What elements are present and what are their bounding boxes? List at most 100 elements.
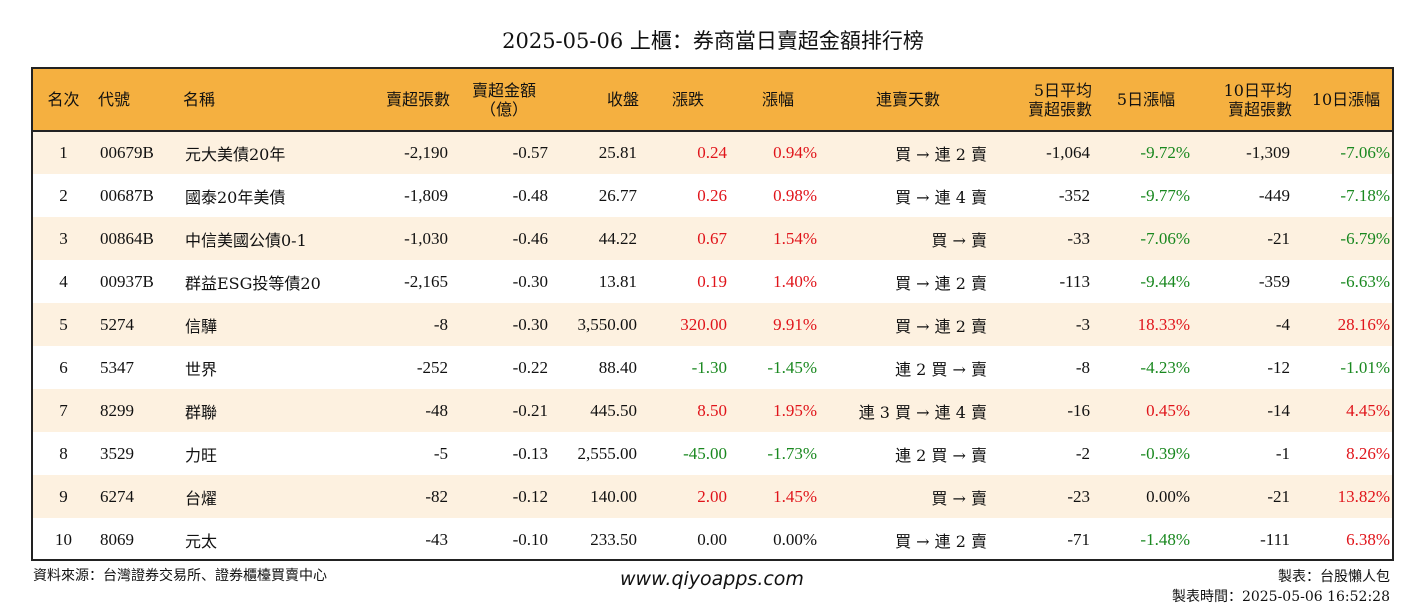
cell-close: 88.40: [554, 346, 643, 389]
cell-pct5: 0.45%: [1096, 389, 1196, 432]
cell-pct5: -9.44%: [1096, 260, 1196, 303]
table-row: 6 5347 世界 -252 -0.22 88.40 -1.30 -1.45% 連 2 買 → …: [33, 346, 1392, 389]
cell-sell-amount: -0.30: [454, 303, 554, 346]
cell-code: 00864B: [94, 217, 179, 260]
cell-pct: -1.45%: [733, 346, 823, 389]
footer-credits: 製表：台股懶人包 製表時間：2025-05-06 16:52:28: [1172, 567, 1390, 607]
cell-pct: 0.94%: [733, 131, 823, 174]
cell-pct: 1.54%: [733, 217, 823, 260]
cell-pct10: 4.45%: [1296, 389, 1392, 432]
cell-avg10: -14: [1196, 389, 1296, 432]
cell-pct: 1.45%: [733, 475, 823, 518]
cell-change: 0.00: [643, 518, 733, 559]
cell-streak: 買 → 連 2 賣: [823, 260, 993, 303]
table-body: 1 00679B 元大美債20年 -2,190 -0.57 25.81 0.24 0.94% 買…: [33, 131, 1392, 559]
cell-streak: 買 → 連 2 賣: [823, 131, 993, 174]
cell-streak: 連 2 買 → 賣: [823, 432, 993, 475]
cell-code: 3529: [94, 432, 179, 475]
cell-pct: 0.00%: [733, 518, 823, 559]
cell-close: 13.81: [554, 260, 643, 303]
table-row: 1 00679B 元大美債20年 -2,190 -0.57 25.81 0.24 0.94% 買…: [33, 131, 1392, 174]
cell-pct5: -9.77%: [1096, 174, 1196, 217]
table-header-row: 名次 代號 名稱 賣超張數 賣超金額 （億） 收盤 漲跌 漲幅 連賣天數 5日平均 賣超張數 5日漲…: [33, 69, 1392, 132]
cell-change: 0.26: [643, 174, 733, 217]
cell-sell-amount: -0.12: [454, 475, 554, 518]
cell-rank: 6: [33, 346, 94, 389]
page-title: 2025-05-06 上櫃：券商當日賣超金額排行榜: [502, 29, 924, 53]
cell-change: -1.30: [643, 346, 733, 389]
cell-code: 8299: [94, 389, 179, 432]
cell-streak: 連 2 買 → 賣: [823, 346, 993, 389]
cell-sell-lots: -5: [351, 432, 454, 475]
cell-sell-lots: -43: [351, 518, 454, 559]
cell-close: 44.22: [554, 217, 643, 260]
header-code: 代號: [94, 69, 179, 132]
data-source-note: 資料來源：台灣證券交易所、證券櫃檯買賣中心: [33, 568, 327, 584]
website-link[interactable]: www.qiyoapps.com: [620, 568, 804, 590]
cell-sell-lots: -2,190: [351, 131, 454, 174]
cell-streak: 買 → 連 2 賣: [823, 518, 993, 559]
table-row: 2 00687B 國泰20年美債 -1,809 -0.48 26.77 0.26 0.98% 買…: [33, 174, 1392, 217]
header-change: 漲跌: [643, 69, 733, 132]
cell-code: 8069: [94, 518, 179, 559]
cell-sell-lots: -82: [351, 475, 454, 518]
cell-avg10: -111: [1196, 518, 1296, 559]
cell-sell-amount: -0.48: [454, 174, 554, 217]
cell-streak: 買 → 賣: [823, 217, 993, 260]
cell-close: 233.50: [554, 518, 643, 559]
cell-name: 國泰20年美債: [179, 174, 351, 217]
cell-name: 台燿: [179, 475, 351, 518]
table-row: 3 00864B 中信美國公債0-1 -1,030 -0.46 44.22 0.67 1.54…: [33, 217, 1392, 260]
maker-label: 製表：台股懶人包: [1278, 569, 1390, 585]
cell-avg10: -4: [1196, 303, 1296, 346]
cell-close: 2,555.00: [554, 432, 643, 475]
cell-code: 5347: [94, 346, 179, 389]
cell-name: 信驊: [179, 303, 351, 346]
cell-rank: 7: [33, 389, 94, 432]
cell-rank: 8: [33, 432, 94, 475]
cell-avg5: -71: [993, 518, 1096, 559]
cell-code: 00687B: [94, 174, 179, 217]
cell-streak: 買 → 連 2 賣: [823, 303, 993, 346]
cell-close: 140.00: [554, 475, 643, 518]
cell-name: 中信美國公債0-1: [179, 217, 351, 260]
cell-avg5: -113: [993, 260, 1096, 303]
cell-avg5: -33: [993, 217, 1096, 260]
header-close: 收盤: [554, 69, 643, 132]
cell-name: 世界: [179, 346, 351, 389]
cell-sell-lots: -48: [351, 389, 454, 432]
cell-pct10: 28.16%: [1296, 303, 1392, 346]
cell-pct10: -1.01%: [1296, 346, 1392, 389]
cell-sell-lots: -1,030: [351, 217, 454, 260]
cell-change: 8.50: [643, 389, 733, 432]
cell-sell-amount: -0.13: [454, 432, 554, 475]
cell-pct10: 6.38%: [1296, 518, 1392, 559]
cell-avg5: -352: [993, 174, 1096, 217]
cell-code: 6274: [94, 475, 179, 518]
cell-change: 0.24: [643, 131, 733, 174]
cell-avg10: -1: [1196, 432, 1296, 475]
cell-pct10: -6.63%: [1296, 260, 1392, 303]
cell-pct5: 18.33%: [1096, 303, 1196, 346]
cell-change: -45.00: [643, 432, 733, 475]
cell-change: 2.00: [643, 475, 733, 518]
table-row: 4 00937B 群益ESG投等債20 -2,165 -0.30 13.81 0.19 1.4…: [33, 260, 1392, 303]
cell-name: 元太: [179, 518, 351, 559]
ranking-table: 名次 代號 名稱 賣超張數 賣超金額 （億） 收盤 漲跌 漲幅 連賣天數 5日平均 賣超張數 5日漲…: [31, 67, 1394, 561]
cell-change: 0.67: [643, 217, 733, 260]
cell-rank: 1: [33, 131, 94, 174]
cell-avg10: -12: [1196, 346, 1296, 389]
cell-avg5: -23: [993, 475, 1096, 518]
cell-rank: 3: [33, 217, 94, 260]
cell-pct5: -7.06%: [1096, 217, 1196, 260]
table-row: 5 5274 信驊 -8 -0.30 3,550.00 320.00 9.91% 買 → 連 2…: [33, 303, 1392, 346]
cell-sell-amount: -0.22: [454, 346, 554, 389]
cell-sell-lots: -8: [351, 303, 454, 346]
cell-pct: -1.73%: [733, 432, 823, 475]
header-avg10: 10日平均 賣超張數: [1196, 69, 1296, 132]
table-row: 8 3529 力旺 -5 -0.13 2,555.00 -45.00 -1.73% 連 2 買 …: [33, 432, 1392, 475]
cell-rank: 4: [33, 260, 94, 303]
table-row: 9 6274 台燿 -82 -0.12 140.00 2.00 1.45% 買 → 賣 -23 0.…: [33, 475, 1392, 518]
cell-change: 0.19: [643, 260, 733, 303]
cell-sell-lots: -1,809: [351, 174, 454, 217]
